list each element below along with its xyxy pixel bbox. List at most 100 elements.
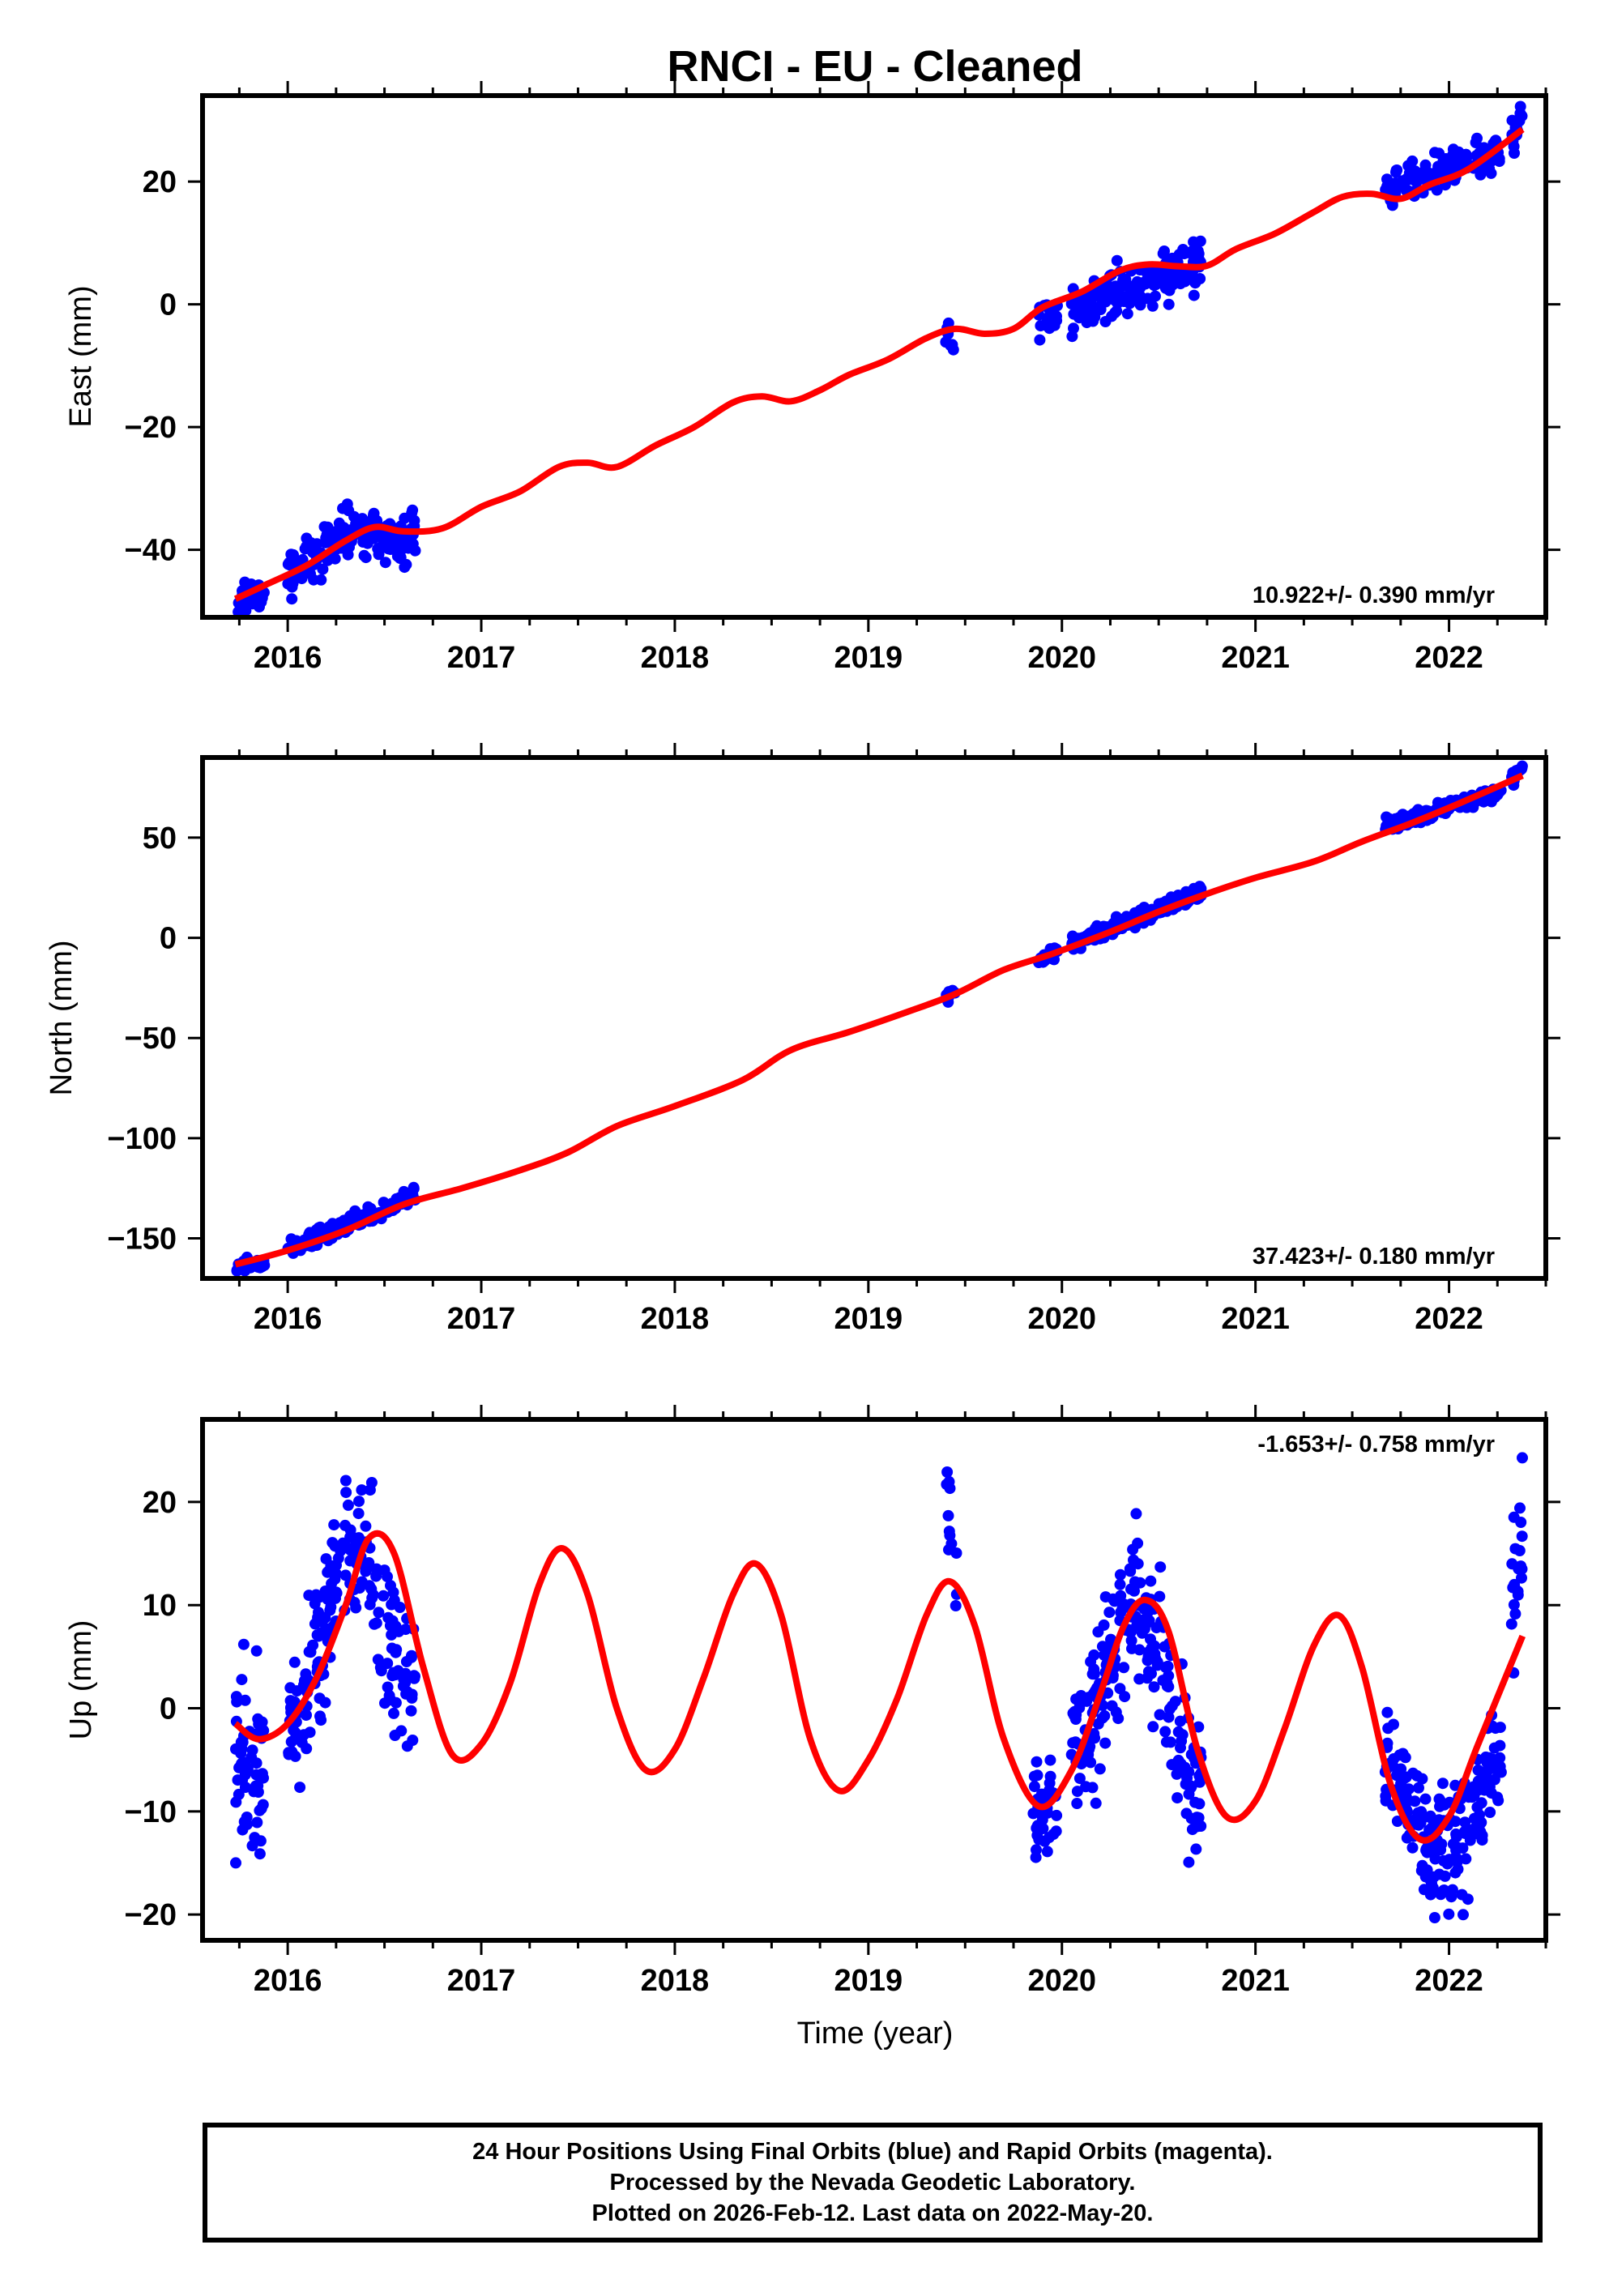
up-data-point	[352, 1508, 365, 1520]
up-data-point	[1094, 1763, 1106, 1775]
up-data-point	[390, 1646, 402, 1658]
up-data-point	[1416, 1773, 1428, 1785]
north-data-point	[1091, 920, 1103, 932]
up-data-point	[1459, 1816, 1471, 1829]
up-data-point	[236, 1757, 248, 1769]
north-data-point	[1513, 765, 1526, 777]
up-data-point	[1189, 1796, 1201, 1808]
up-data-point	[1125, 1626, 1137, 1637]
up-data-point	[314, 1710, 326, 1722]
x-tick-label: 2017	[447, 641, 516, 675]
up-data-point	[1180, 1778, 1192, 1790]
x-tick-label: 2022	[1415, 641, 1483, 675]
up-data-point	[1428, 1871, 1440, 1883]
up-data-point	[378, 1590, 390, 1602]
up-data-point	[1190, 1843, 1202, 1855]
up-data-point	[1126, 1642, 1137, 1654]
up-data-point	[364, 1580, 375, 1592]
up-data-point	[1419, 1793, 1432, 1805]
up-data-point	[1088, 1649, 1100, 1661]
up-data-point	[335, 1545, 347, 1557]
up-data-point	[1159, 1726, 1172, 1738]
up-data-point	[1449, 1816, 1462, 1828]
up-data-point	[1103, 1607, 1116, 1619]
east-data-point	[1431, 184, 1443, 196]
up-data-point	[1174, 1715, 1186, 1727]
east-data-point	[379, 557, 391, 569]
up-data-point	[1089, 1732, 1101, 1744]
up-y-axis-label: Up (mm)	[64, 1620, 98, 1740]
east-data-point	[1121, 308, 1133, 320]
y-tick-label: −150	[107, 1223, 177, 1257]
east-data-point	[406, 507, 418, 519]
up-data-point	[950, 1600, 962, 1611]
y-tick-label: −20	[125, 1898, 177, 1932]
up-data-point	[289, 1726, 301, 1739]
east-data-point	[1409, 165, 1421, 177]
y-tick-label: 0	[160, 1692, 177, 1726]
east-y-axis-label: East (mm)	[64, 285, 98, 427]
up-data-point	[1462, 1893, 1474, 1906]
up-data-point	[257, 1799, 269, 1811]
up-data-point	[1382, 1722, 1394, 1735]
up-data-point	[1036, 1814, 1048, 1826]
up-data-point	[344, 1524, 356, 1536]
east-data-point	[285, 548, 297, 561]
up-data-point	[1517, 1452, 1528, 1464]
east-data-point	[1131, 275, 1143, 288]
up-data-point	[1044, 1784, 1056, 1796]
up-data-point	[254, 1848, 266, 1860]
up-data-point	[1516, 1530, 1528, 1543]
up-data-point	[1028, 1781, 1040, 1793]
y-tick-label: 20	[143, 1486, 177, 1520]
y-tick-label: −10	[125, 1795, 177, 1829]
up-data-point	[1088, 1663, 1100, 1675]
east-rate-label: 10.922+/- 0.390 mm/yr	[1253, 583, 1495, 608]
up-rate-label: -1.653+/- 0.758 mm/yr	[1257, 1432, 1495, 1457]
up-data-point	[1193, 1721, 1205, 1733]
up-data-point	[250, 1757, 262, 1769]
up-data-point	[328, 1519, 340, 1531]
east-data-point	[305, 568, 316, 580]
east-data-point	[1419, 170, 1431, 182]
up-data-point	[1028, 1770, 1040, 1782]
up-data-point	[1464, 1834, 1476, 1846]
up-data-point	[373, 1607, 385, 1619]
east-data-point	[1514, 100, 1526, 113]
y-tick-label: −40	[125, 534, 177, 568]
up-data-point	[1037, 1823, 1049, 1834]
panel-east: 2016 2017 2018 2019 2020 2021 2022 20 0 −20 −40 Eas…	[64, 81, 1560, 675]
up-data-point	[309, 1598, 321, 1610]
x-tick-label: 2022	[1415, 1964, 1483, 1998]
up-data-point	[370, 1617, 382, 1629]
up-data-point	[307, 1639, 319, 1651]
east-data-point	[1146, 300, 1159, 312]
east-data-point	[1150, 290, 1161, 302]
up-fit-curve	[233, 1530, 1526, 1844]
up-data-point	[1148, 1681, 1160, 1693]
up-data-point	[1107, 1593, 1119, 1605]
east-data-point	[1192, 245, 1204, 257]
east-data-point	[1122, 290, 1134, 302]
up-data-point	[1163, 1711, 1175, 1723]
up-data-point	[300, 1668, 312, 1680]
y-tick-label: 10	[143, 1589, 177, 1623]
up-data-point	[1105, 1633, 1116, 1645]
up-data-point	[1164, 1736, 1176, 1748]
panel-up: 2016 2017 2018 2019 2020 2021 2022 20 10 0 −10 −20 U…	[64, 1405, 1560, 1998]
up-data-point	[246, 1744, 258, 1756]
up-data-point	[1147, 1721, 1159, 1733]
east-data-point	[1034, 334, 1046, 346]
up-data-point	[235, 1736, 247, 1748]
east-data-point	[1066, 331, 1078, 343]
up-data-point	[1484, 1807, 1496, 1818]
up-data-point	[1428, 1814, 1440, 1826]
east-data-point	[1163, 298, 1175, 310]
up-data-point	[344, 1544, 356, 1556]
up-data-point	[365, 1477, 378, 1488]
east-data-point	[286, 593, 298, 605]
x-tick-label: 2016	[254, 1964, 322, 1998]
east-data-point	[286, 581, 298, 593]
up-data-point	[1460, 1853, 1472, 1865]
up-data-point	[1154, 1561, 1167, 1573]
